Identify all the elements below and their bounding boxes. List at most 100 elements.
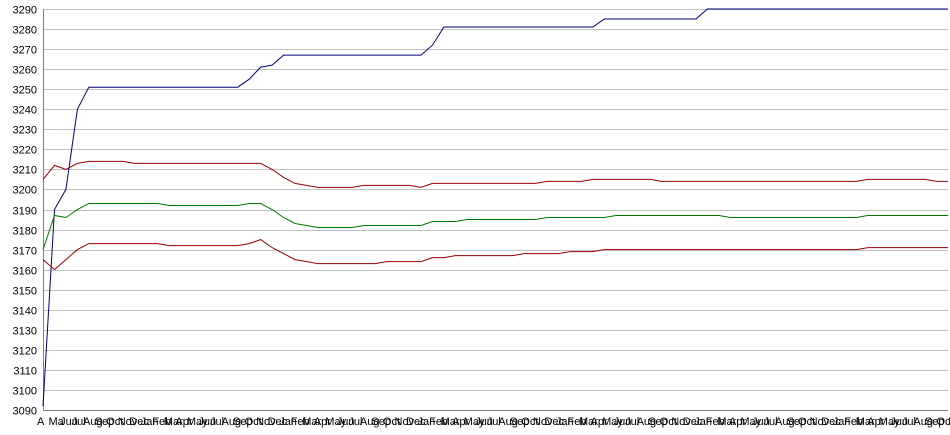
x-tick-label: Nov (810, 416, 830, 428)
x-tick-label: Jun (752, 416, 770, 428)
x-tick-label: Oct (798, 416, 815, 428)
x-tick-label: Jan (141, 416, 159, 428)
y-tick-label: 3240 (13, 105, 37, 117)
x-tick-label: Dec (683, 416, 703, 428)
y-tick-label: 3250 (13, 85, 37, 97)
y-tick-label: 3220 (13, 145, 37, 157)
x-tick-label: Dec (544, 416, 564, 428)
axes (43, 9, 948, 411)
x-tick-label: Apr (867, 416, 884, 428)
x-tick-label: Jul (210, 416, 224, 428)
y-tick-label: 3180 (13, 226, 37, 238)
x-tick-label: Aug (913, 416, 933, 428)
x-tick-label: Jan (418, 416, 436, 428)
y-tick-label: 3150 (13, 286, 37, 298)
series-line-1 (42, 8, 948, 407)
x-tick-label: Jul (348, 416, 362, 428)
x-tick-label: Jan (694, 416, 712, 428)
x-tick-label: Aug (775, 416, 795, 428)
y-tick-label: 3110 (13, 366, 37, 378)
y-tick-label: 3100 (13, 386, 37, 398)
x-tick-label: Aug (360, 416, 380, 428)
x-tick-label: Nov (118, 416, 138, 428)
x-tick-label: Jun (198, 416, 216, 428)
x-tick-label: Aug (222, 416, 242, 428)
y-tick-label: 3210 (13, 165, 37, 177)
y-tick-label: 3280 (13, 25, 37, 37)
x-tick-label: Jul (487, 416, 501, 428)
x-tick-label: Sep (787, 416, 807, 428)
x-tick-label: Sep (648, 416, 668, 428)
x-tick-label: Jun (890, 416, 908, 428)
series-line-3 (42, 203, 948, 250)
x-tick-label: Oct (383, 416, 400, 428)
x-tick-label: Dec (129, 416, 149, 428)
x-tick-label: Dec (821, 416, 841, 428)
x-tick-label: Jun (337, 416, 355, 428)
x-tick-label: A (37, 416, 45, 428)
x-tick-label: Jul (72, 416, 86, 428)
series-line-4 (42, 239, 948, 271)
x-tick-label: May (187, 416, 208, 428)
x-tick-label: Mar (441, 416, 460, 428)
x-tick-label: Sep (371, 416, 391, 428)
x-tick-label: Feb (844, 416, 863, 428)
series-line-2 (42, 160, 948, 188)
x-tick-label: Jun (614, 416, 632, 428)
x-tick-label: Apr (175, 416, 192, 428)
x-tick-label: Jul (902, 416, 916, 428)
x-tick-label: Mar (717, 416, 736, 428)
x-tick-label: Aug (83, 416, 103, 428)
x-tick-label: Sep (510, 416, 530, 428)
y-tick-label: 3270 (13, 45, 37, 57)
x-tick-label: Oct (937, 416, 950, 428)
x-tick-label: Feb (291, 416, 310, 428)
x-tick-label: Nov (671, 416, 691, 428)
x-tick-label: Sep (95, 416, 115, 428)
x-tick-label: Nov (256, 416, 276, 428)
y-tick-label: 3170 (13, 246, 37, 258)
x-tick-label: Feb (568, 416, 587, 428)
x-axis-tick-labels: A MaJunJulAugSepOctNovDecJanFebMarAprMayJ… (37, 416, 950, 428)
y-tick-label: 3260 (13, 65, 37, 77)
x-tick-label: May (740, 416, 761, 428)
x-tick-label: Jan (556, 416, 574, 428)
x-tick-label: May (879, 416, 900, 428)
x-tick-label: Feb (152, 416, 171, 428)
x-tick-label: No (948, 416, 950, 428)
x-tick-label: Apr (591, 416, 608, 428)
x-tick-label: Dec (268, 416, 288, 428)
x-tick-label: Feb (429, 416, 448, 428)
x-tick-label: Oct (521, 416, 538, 428)
x-tick-label: Jun (60, 416, 78, 428)
x-tick-label: Aug (637, 416, 657, 428)
y-tick-label: 3190 (13, 206, 37, 218)
y-tick-label: 3200 (13, 185, 37, 197)
x-tick-label: Jan (279, 416, 297, 428)
x-tick-label: Mar (856, 416, 875, 428)
y-tick-label: 3160 (13, 266, 37, 278)
x-tick-label: Nov (395, 416, 415, 428)
x-tick-label: Nov (533, 416, 553, 428)
x-tick-label: Jun (475, 416, 493, 428)
y-tick-label: 3140 (13, 306, 37, 318)
y-tick-label: 3230 (13, 125, 37, 137)
x-tick-label: Feb (706, 416, 725, 428)
x-tick-label: Aug (498, 416, 518, 428)
x-tick-label: Oct (245, 416, 262, 428)
y-tick-label: 3290 (13, 5, 37, 17)
x-tick-label: Jul (625, 416, 639, 428)
x-tick-label: Dec (406, 416, 426, 428)
data-series (42, 8, 948, 407)
x-tick-label: May (464, 416, 485, 428)
x-tick-label: Mar (302, 416, 321, 428)
y-tick-label: 3120 (13, 346, 37, 358)
x-tick-label: Oct (106, 416, 123, 428)
x-tick-label: Oct (660, 416, 677, 428)
grid-lines (43, 9, 948, 411)
x-tick-label: Apr (452, 416, 469, 428)
x-tick-label: Sep (233, 416, 253, 428)
y-axis-tick-labels: 3090 3100 3110 3120 3130 3140 3150 3160 3170 3180… (13, 5, 37, 418)
x-tick-label: Sep (925, 416, 945, 428)
